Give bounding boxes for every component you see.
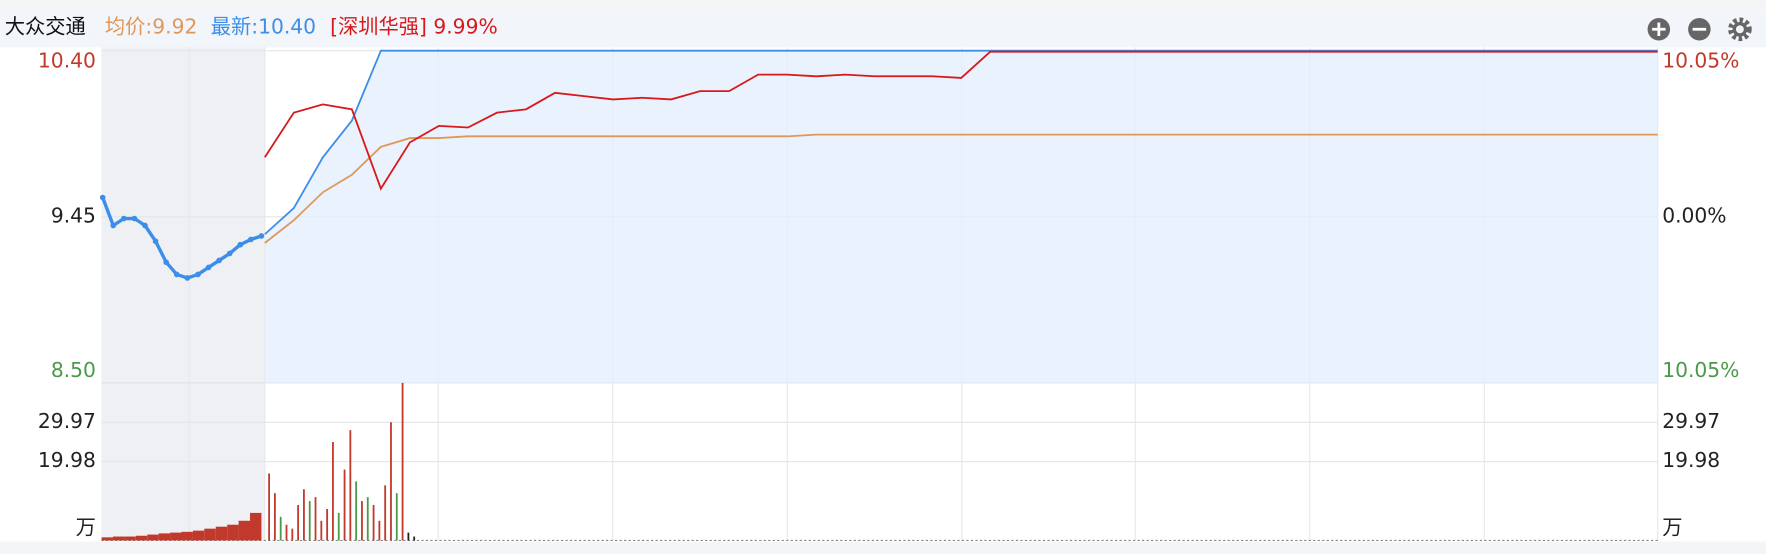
volume-bar <box>395 493 398 541</box>
y-tick-label: 9.45 <box>51 203 96 227</box>
auction-dot <box>195 271 201 278</box>
zoom-out[interactable] <box>1688 18 1711 41</box>
volume-bar <box>343 469 346 541</box>
unit-label: 万 <box>76 516 96 540</box>
auction-dot <box>173 271 180 278</box>
auction-volume <box>170 532 182 541</box>
auction-volume <box>181 531 193 541</box>
latest-price: 最新:10.40 <box>211 15 316 39</box>
volume-bar <box>279 516 282 541</box>
auction-dot <box>99 194 106 201</box>
bottom-strip <box>0 541 1766 554</box>
volume-bar <box>303 489 305 541</box>
premarket-zone <box>101 47 265 541</box>
auction-dot <box>258 233 265 239</box>
volume-bar <box>390 422 392 541</box>
auction-dot <box>248 236 254 243</box>
auction-dot <box>152 238 159 245</box>
price-line <box>264 50 1658 191</box>
volume-bar <box>332 441 334 541</box>
volume-bar <box>407 532 410 541</box>
volume-bar <box>326 508 329 541</box>
auction-dot <box>110 222 117 229</box>
auction-volume <box>204 528 216 541</box>
unit-label: 万 <box>1662 516 1682 540</box>
top-strip <box>0 0 1766 12</box>
auction-dot <box>131 215 138 222</box>
header-bar <box>0 11 1766 48</box>
volume-bar <box>308 501 311 541</box>
y2-tick-label: 10.05% <box>1662 48 1739 72</box>
auction-volume <box>227 524 239 541</box>
auction-dot <box>163 259 169 266</box>
volume-bar <box>320 520 323 541</box>
stock-name: 大众交通 <box>5 15 86 39</box>
volume-bar <box>337 512 340 541</box>
y-tick-label: 8.50 <box>51 358 96 382</box>
settings[interactable] <box>1728 17 1752 42</box>
volume-bar <box>285 524 288 541</box>
volume-bar <box>291 528 294 541</box>
y-tick-label: 19.98 <box>38 448 96 472</box>
volume-bar <box>361 501 363 541</box>
volume-bar <box>314 497 317 541</box>
price-line <box>264 49 1658 235</box>
auction-volume <box>215 526 228 541</box>
volume-bar <box>273 493 276 541</box>
volume-bar <box>378 520 381 541</box>
volume-bar <box>349 430 352 541</box>
auction-volume <box>101 537 113 541</box>
auction-dot <box>237 241 244 248</box>
auction-dot <box>205 264 212 271</box>
auction-volume <box>112 536 125 541</box>
y2-tick-label: 10.05% <box>1662 358 1739 382</box>
volume-bar <box>413 536 416 541</box>
volume-bar <box>366 497 369 541</box>
premarket-line <box>101 196 262 280</box>
auction-volume <box>135 535 148 541</box>
area <box>264 50 1658 383</box>
auction-dot <box>142 222 148 229</box>
compare-stock: [深圳华强] 9.99% <box>330 15 498 39</box>
avg-price: 均价:9.92 <box>105 15 197 39</box>
zoom-in[interactable] <box>1647 18 1671 41</box>
y-tick-label: 29.97 <box>38 409 96 433</box>
auction-dot <box>216 257 222 264</box>
y-tick-label: 29.97 <box>1662 409 1720 433</box>
y-tick-label: 19.98 <box>1662 448 1720 472</box>
auction-dot <box>184 275 191 281</box>
auction-dot <box>226 250 233 257</box>
auction-dot <box>121 215 127 222</box>
y2-tick-label: 0.00% <box>1662 203 1726 227</box>
auction-volume <box>124 536 136 541</box>
auction-volume <box>250 512 262 541</box>
volume-bar <box>355 481 358 541</box>
volume-bar <box>384 485 387 541</box>
y-tick-label: 10.40 <box>38 48 96 72</box>
auction-volume <box>158 533 171 541</box>
auction-volume <box>147 534 159 541</box>
auction-volume <box>192 530 205 541</box>
volume-bar <box>372 505 375 541</box>
price-line <box>264 133 1658 244</box>
volume-bar <box>268 473 270 541</box>
volume-bar <box>401 382 404 541</box>
auction-volume <box>238 520 251 541</box>
volume-bar <box>297 505 300 541</box>
